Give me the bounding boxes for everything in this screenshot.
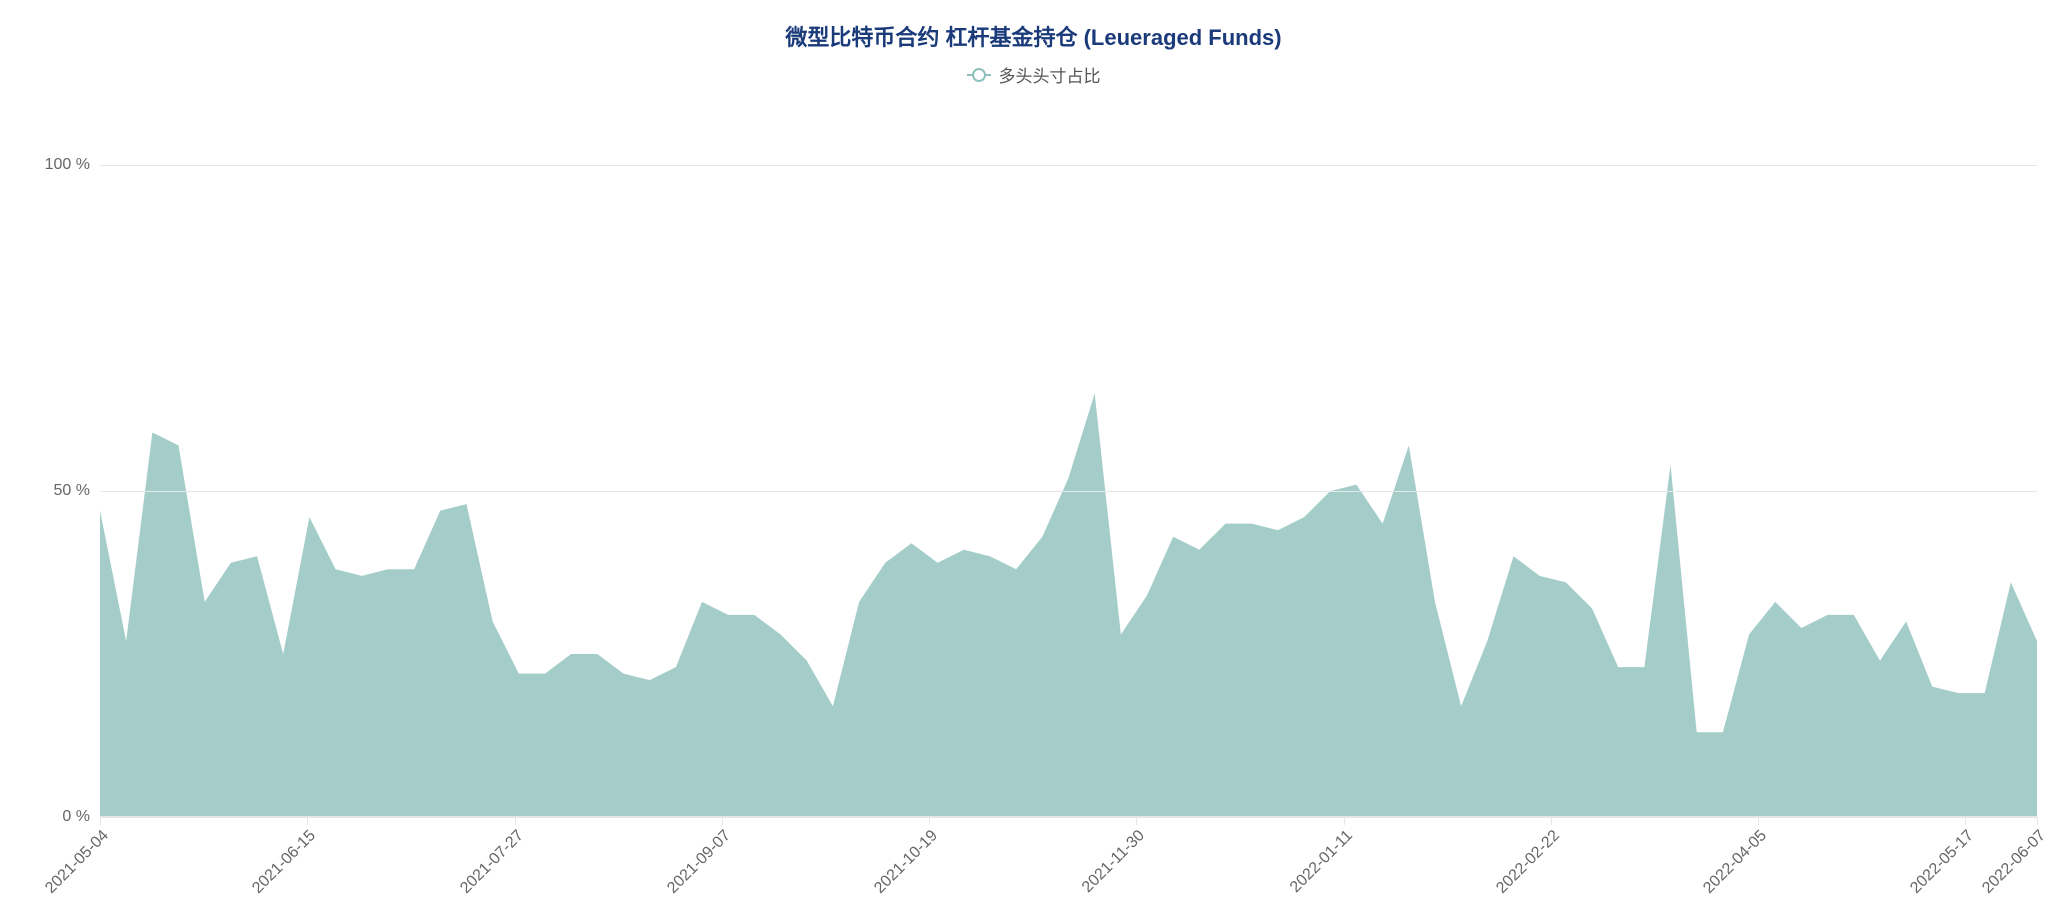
x-axis-tick [1758, 817, 1759, 825]
x-axis-label: 2021-07-27 [457, 827, 528, 898]
x-axis-tick [2037, 817, 2038, 825]
area-chart-svg [100, 100, 2037, 817]
x-axis-label: 2022-02-22 [1493, 827, 1564, 898]
chart-title: 微型比特币合约 杠杆基金持仓 (Leueraged Funds) [0, 0, 2067, 52]
legend-series-label: 多头头寸占比 [999, 62, 1101, 87]
x-axis-tick [1344, 817, 1345, 825]
y-axis-label: 0 % [62, 808, 90, 826]
x-axis-label: 2021-06-15 [249, 827, 320, 898]
x-axis-label: 2022-01-11 [1287, 827, 1357, 897]
x-axis-label: 2022-05-17 [1907, 827, 1978, 898]
x-axis-tick [515, 817, 516, 825]
x-axis-tick [1551, 817, 1552, 825]
y-axis-label: 100 % [45, 156, 90, 174]
x-axis-line [100, 816, 2037, 817]
gridline [100, 165, 2037, 166]
x-axis-tick [307, 817, 308, 825]
x-axis-label: 2021-11-30 [1079, 827, 1149, 897]
legend-marker-icon [967, 68, 991, 82]
chart-legend: 多头头寸占比 [0, 62, 2067, 87]
x-axis-label: 2021-05-04 [42, 827, 113, 898]
plot-area: 0 %50 %100 %2021-05-042021-06-152021-07-… [100, 100, 2037, 817]
x-axis-tick [929, 817, 930, 825]
chart-container: 微型比特币合约 杠杆基金持仓 (Leueraged Funds) 多头头寸占比 … [0, 0, 2067, 917]
x-axis-tick [1136, 817, 1137, 825]
x-axis-label: 2021-09-07 [664, 827, 735, 898]
x-axis-label: 2022-06-07 [1979, 827, 2050, 898]
x-axis-tick [1965, 817, 1966, 825]
y-axis-label: 50 % [54, 482, 90, 500]
x-axis-tick [100, 817, 101, 825]
x-axis-label: 2022-04-05 [1700, 827, 1771, 898]
area-series [100, 393, 2037, 817]
gridline [100, 817, 2037, 818]
gridline [100, 491, 2037, 492]
x-axis-label: 2021-10-19 [871, 827, 942, 898]
x-axis-tick [722, 817, 723, 825]
